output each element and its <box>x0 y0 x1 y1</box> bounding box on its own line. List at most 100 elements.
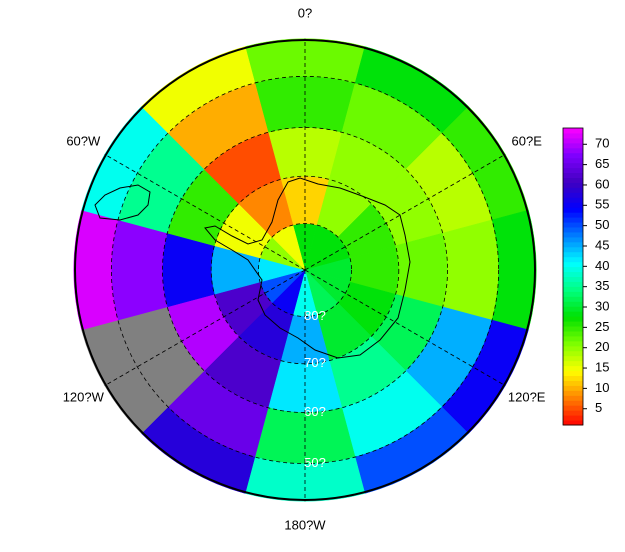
colorbar-step <box>563 360 583 367</box>
colorbar-step <box>563 137 583 144</box>
colorbar-tick-label: 60 <box>595 176 609 191</box>
colorbar-step <box>563 291 583 297</box>
colorbar-step <box>563 296 583 302</box>
colorbar-step <box>563 147 583 154</box>
colorbar-step <box>563 246 583 253</box>
colorbar-step <box>563 177 583 183</box>
colorbar-step <box>563 192 583 198</box>
colorbar-step <box>563 152 583 159</box>
colorbar-step <box>563 128 583 134</box>
meridian <box>104 269 306 387</box>
meridian <box>104 153 306 271</box>
colorbar-step <box>563 400 583 406</box>
colorbar-step <box>563 335 583 342</box>
colorbar-tick-label: 40 <box>595 258 609 273</box>
colorbar-step <box>563 350 583 357</box>
colorbar-step <box>563 306 583 312</box>
colorbar-step <box>563 405 583 411</box>
colorbar-step <box>563 266 583 273</box>
coastline <box>204 177 411 359</box>
colorbar-tick-label: 35 <box>595 278 609 293</box>
lon-label: 60?W <box>66 133 101 148</box>
colorbar-step <box>563 276 583 282</box>
colorbar-tick-label: 45 <box>595 237 609 252</box>
colorbar-step <box>563 345 583 352</box>
lon-label: 120?W <box>63 389 105 404</box>
colorbar-tick-label: 15 <box>595 359 609 374</box>
colorbar-tick-label: 70 <box>595 136 609 151</box>
colorbar-step <box>563 231 583 238</box>
colorbar-tick-label: 20 <box>595 339 609 354</box>
colorbar-step <box>563 301 583 307</box>
colorbar-step <box>563 286 583 292</box>
colorbar-step <box>563 271 583 277</box>
colorbar-step <box>563 256 583 263</box>
colorbar-step <box>563 380 583 386</box>
colorbar-tick-label: 5 <box>595 400 602 415</box>
colorbar-step <box>563 355 583 362</box>
colorbar-step <box>563 326 583 332</box>
cell <box>442 219 499 321</box>
lon-label: 0? <box>298 5 312 20</box>
colorbar-step <box>563 385 583 391</box>
colorbar-step <box>563 410 583 416</box>
lat-ring <box>110 75 500 465</box>
colorbar-tick-label: 50 <box>595 217 609 232</box>
lat-label: 70? <box>304 355 326 370</box>
colorbar-step <box>563 187 583 193</box>
colorbar-step <box>563 251 583 258</box>
field <box>73 38 537 502</box>
lat-ring <box>258 223 352 317</box>
colorbar-step <box>563 261 583 268</box>
colorbar-tick-label: 10 <box>595 380 609 395</box>
colorbar-tick-label: 30 <box>595 298 609 313</box>
lon-label: 120?E <box>508 389 546 404</box>
colorbar-step <box>563 395 583 401</box>
coastline <box>94 184 151 221</box>
lat-ring <box>162 127 448 413</box>
colorbar-step <box>563 167 583 174</box>
colorbar-step <box>563 365 583 372</box>
colorbar-step <box>563 227 583 233</box>
colorbar-step <box>563 330 583 337</box>
lon-label: 180?W <box>284 517 326 532</box>
colorbar-step <box>563 197 583 203</box>
colorbar-step <box>563 212 583 218</box>
colorbar-step <box>563 202 583 208</box>
colorbar-frame <box>562 127 584 426</box>
colorbar-step <box>563 390 583 396</box>
cell <box>73 209 119 331</box>
colorbar-step <box>563 157 583 164</box>
meridian <box>304 269 506 387</box>
graticule: 80? 70? 60? 50? 0? 60?E 120?E 180?W 120?W 60?W <box>63 5 546 532</box>
map-border <box>74 39 536 501</box>
colorbar-step <box>563 375 583 381</box>
colorbar-step <box>563 420 583 426</box>
meridian <box>304 153 506 271</box>
colorbar-step <box>563 415 583 421</box>
colorbar-step <box>563 162 583 169</box>
colorbar-step <box>563 340 583 347</box>
colorbar-tick-label: 55 <box>595 197 609 212</box>
colorbar-step <box>563 142 583 149</box>
colorbar: 5 10 15 20 25 30 35 40 45 50 55 60 65 70 <box>562 127 609 426</box>
colorbar-tick-label: 65 <box>595 156 609 171</box>
colorbar-step <box>563 172 583 178</box>
colorbar-step <box>563 316 583 322</box>
colorbar-step <box>563 217 583 223</box>
colorbar-step <box>563 311 583 317</box>
colorbar-step <box>563 182 583 188</box>
colorbar-step <box>563 132 583 139</box>
colorbar-step <box>563 207 583 213</box>
colorbar-tick-label: 25 <box>595 319 609 334</box>
cell <box>162 232 215 308</box>
colorbar-step <box>563 241 583 248</box>
colorbar-step <box>563 222 583 228</box>
colorbar-step <box>563 321 583 327</box>
cell <box>111 219 168 321</box>
lat-label: 80? <box>304 308 326 323</box>
lat-label: 60? <box>304 404 326 419</box>
colorbar-step <box>563 370 583 376</box>
lat-label: 50? <box>304 455 326 470</box>
